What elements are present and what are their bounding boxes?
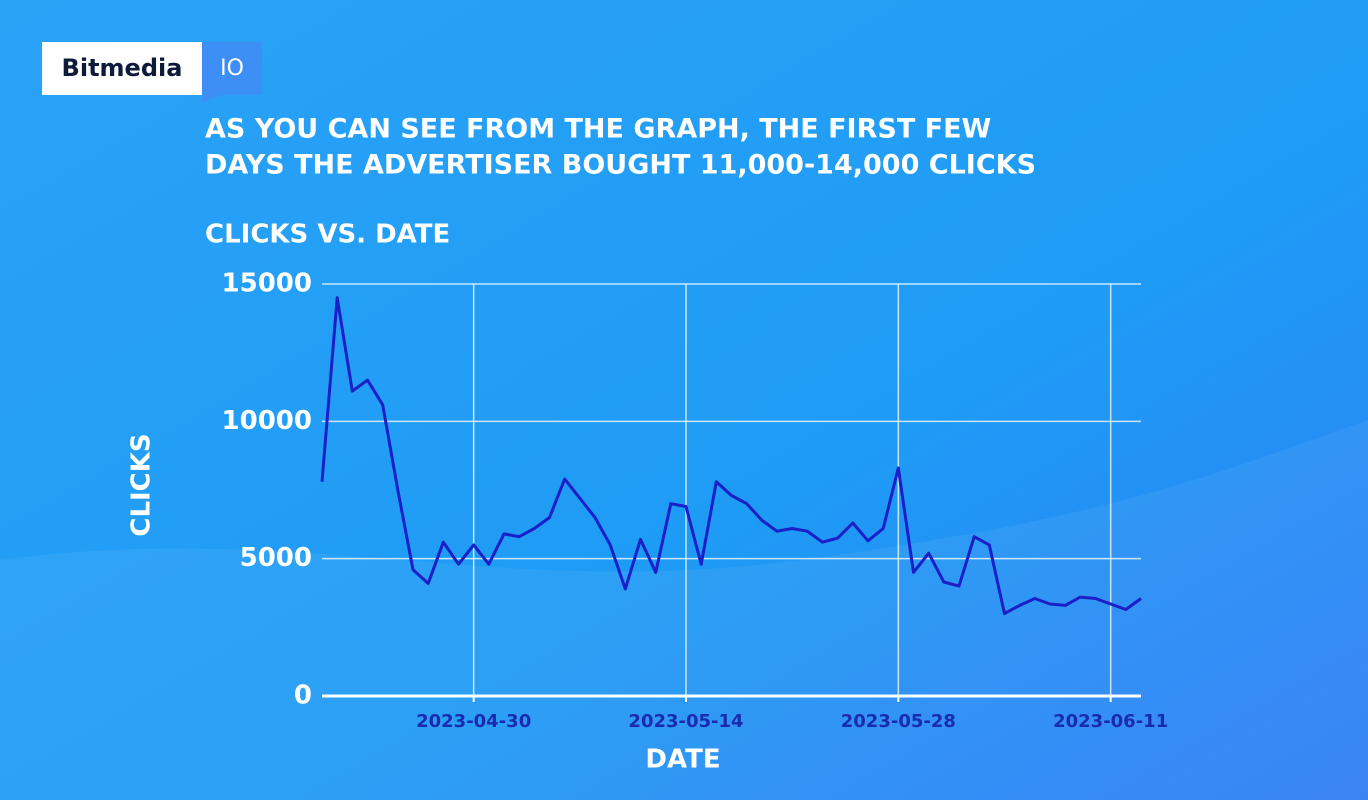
y-tick-label: 15000: [222, 269, 312, 299]
x-tick-label: 2023-05-28: [841, 711, 956, 732]
chart-title: CLICKS VS. DATE: [205, 220, 450, 250]
x-tick-label: 2023-05-14: [628, 711, 743, 732]
wave: [0, 420, 1368, 800]
logo-suffix: IO: [220, 56, 244, 81]
headline-line: DAYS THE ADVERTISER BOUGHT 11,000-14,000…: [205, 150, 1036, 181]
y-tick-label: 10000: [222, 406, 312, 436]
logo-box: [42, 42, 202, 95]
logo-tab: [202, 42, 262, 103]
headline-line: AS YOU CAN SEE FROM THE GRAPH, THE FIRST…: [205, 114, 991, 145]
x-tick-label: 2023-06-11: [1053, 711, 1168, 732]
x-tick-label: 2023-04-30: [416, 711, 531, 732]
x-axis-label: DATE: [645, 745, 720, 775]
data-line: [320, 296, 1142, 616]
y-axis-label: CLICKS: [127, 433, 157, 536]
y-tick-label: 5000: [240, 543, 312, 573]
logo-brand: Bitmedia: [62, 54, 183, 82]
y-tick-label: 0: [294, 681, 312, 711]
